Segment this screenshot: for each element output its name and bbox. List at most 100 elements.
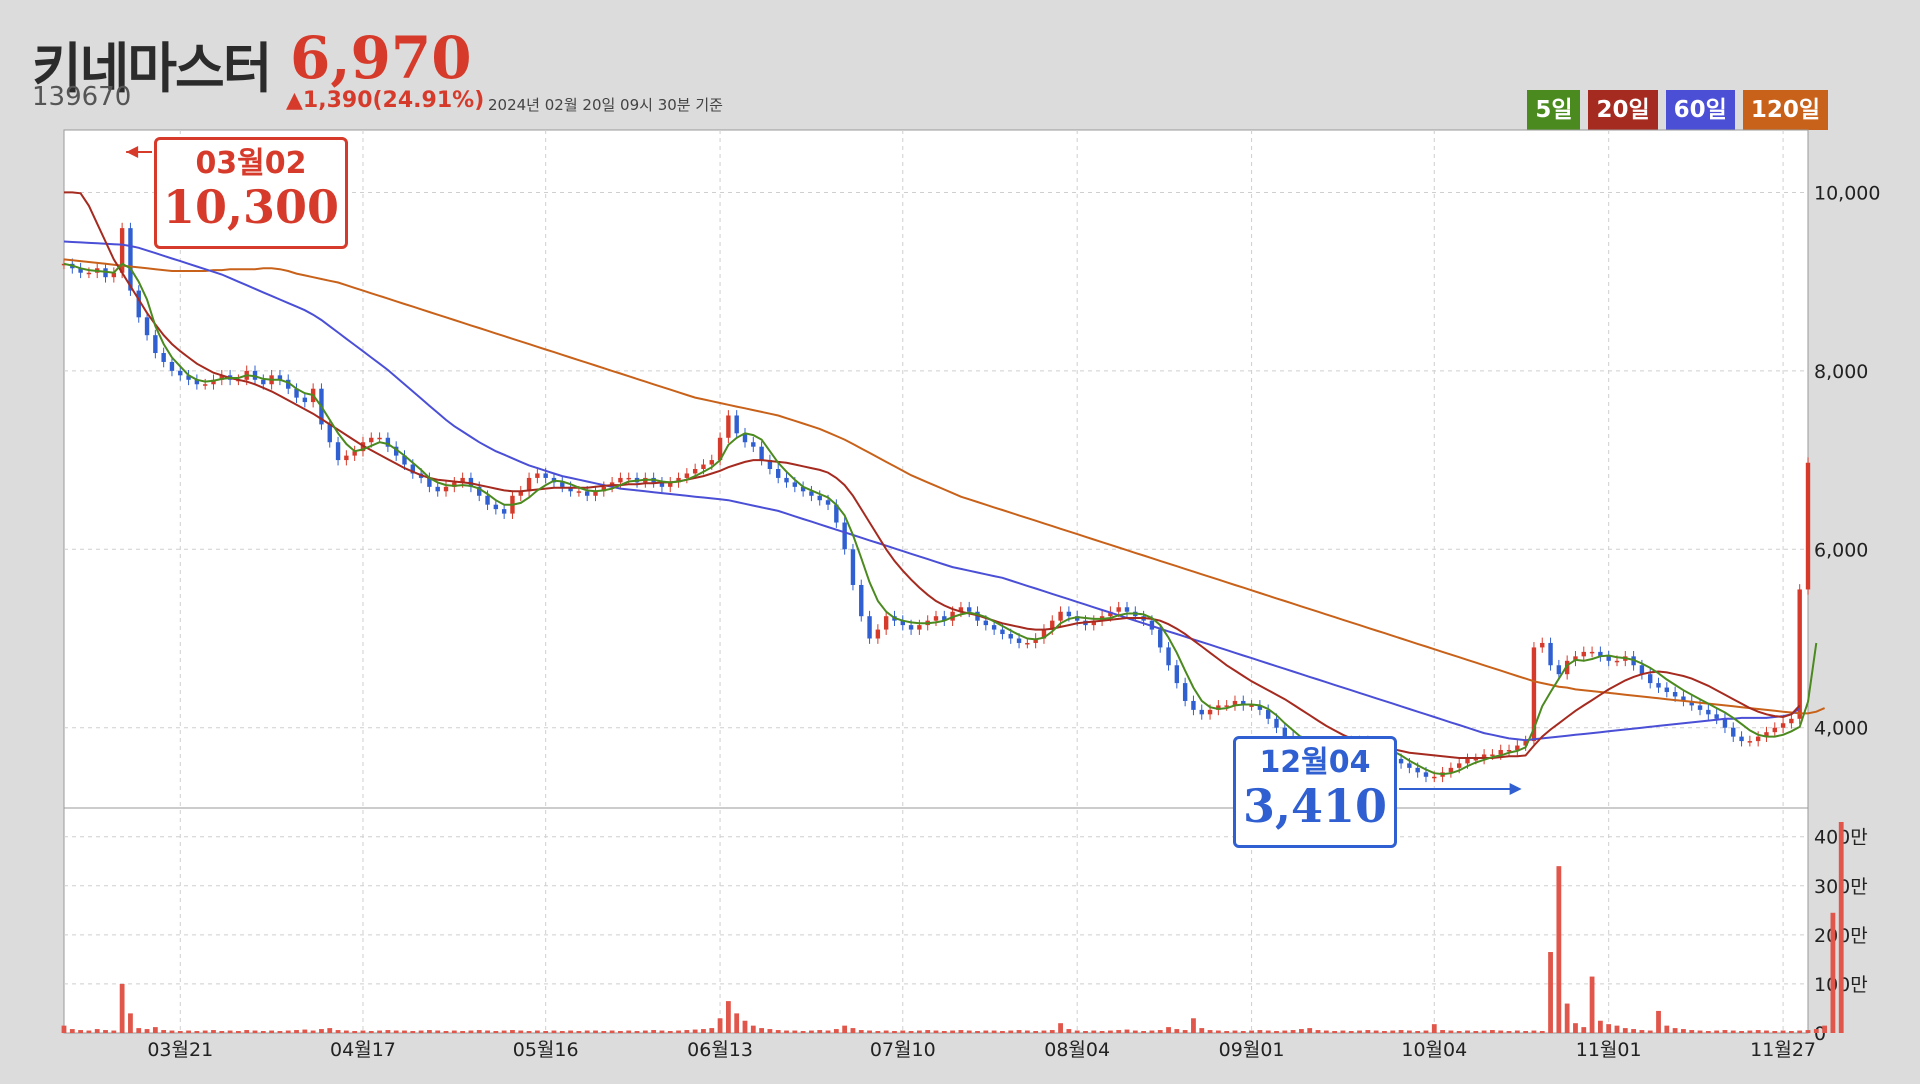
- volume-bar: [1315, 1030, 1321, 1033]
- candle-body: [1249, 705, 1254, 707]
- candle-body: [1432, 776, 1437, 779]
- volume-bar: [1049, 1030, 1055, 1033]
- price-panel: [63, 129, 1809, 809]
- volume-bar: [1481, 1030, 1487, 1033]
- volume-bar: [319, 1029, 324, 1033]
- candle-body: [1232, 700, 1238, 706]
- volume-bar: [335, 1030, 341, 1033]
- volume-bar: [1556, 866, 1562, 1033]
- candle-body: [1573, 656, 1578, 661]
- volume-bar: [443, 1031, 449, 1033]
- candle-body: [676, 477, 681, 483]
- candle-body: [161, 353, 166, 362]
- candle-body: [202, 384, 208, 386]
- candle-body: [684, 473, 690, 478]
- candle-body: [1257, 705, 1263, 710]
- volume-bar: [1274, 1031, 1279, 1033]
- candle-body: [834, 504, 839, 523]
- volume-panel: [63, 807, 1809, 1034]
- volume-bar: [1008, 1030, 1014, 1033]
- volume-bar: [294, 1030, 299, 1033]
- ma60-line: [63, 240, 1801, 742]
- legend-ma20[interactable]: 20일: [1588, 90, 1658, 130]
- candle-body: [942, 616, 947, 621]
- volume-bar: [1473, 1031, 1479, 1033]
- candle-body: [767, 460, 773, 469]
- stock-date: 2024년 02월 20일 09시 30분 기준: [488, 96, 723, 114]
- legend-ma5[interactable]: 5일: [1527, 90, 1581, 130]
- candle-body: [427, 477, 432, 487]
- candle-body: [443, 486, 449, 492]
- candle-body: [153, 335, 158, 354]
- low-price-callout: 12월04 3,410: [1233, 736, 1397, 848]
- candle-body: [543, 473, 548, 478]
- candle-body: [1490, 754, 1495, 756]
- volume-bar: [136, 1028, 142, 1033]
- volume-bar: [1365, 1030, 1371, 1033]
- volume-bar: [568, 1030, 573, 1033]
- volume-bar: [883, 1030, 889, 1033]
- candle-body: [1564, 660, 1570, 675]
- candle-body: [742, 433, 748, 443]
- volume-bar: [493, 1031, 499, 1033]
- candle-body: [726, 415, 731, 438]
- volume-bar: [1108, 1030, 1113, 1033]
- volume-bar: [236, 1031, 241, 1033]
- volume-bar: [269, 1030, 275, 1033]
- stock-change: ▲1,390(24.91%): [286, 88, 485, 113]
- candle-body: [1739, 736, 1744, 742]
- candle-body: [560, 482, 565, 487]
- candle-body: [1407, 763, 1412, 768]
- candle-body: [784, 477, 789, 483]
- volume-bar: [950, 1030, 956, 1033]
- stock-name: 키네마스터: [32, 37, 272, 100]
- volume-bar: [260, 1031, 266, 1033]
- volume-bar: [1705, 1031, 1711, 1033]
- legend-ma60[interactable]: 60일: [1665, 90, 1735, 130]
- candle-body: [734, 415, 739, 434]
- volume-bar: [1656, 1010, 1661, 1033]
- candle-body: [776, 469, 781, 478]
- volume-bar: [285, 1030, 291, 1033]
- candle-body: [1515, 745, 1520, 751]
- candle-body: [900, 620, 905, 626]
- candle-body: [1282, 727, 1287, 737]
- volume-bar: [1091, 1030, 1097, 1033]
- volume-bar: [983, 1030, 989, 1033]
- candle-body: [701, 464, 706, 469]
- candle-body: [477, 486, 482, 496]
- candle-body: [1722, 718, 1728, 728]
- candle-body: [668, 482, 673, 487]
- volume-bar: [1830, 912, 1836, 1033]
- volume-bar: [194, 1031, 200, 1033]
- volume-bar: [634, 1031, 640, 1033]
- candle-body: [1033, 638, 1038, 643]
- candle-body: [1448, 767, 1454, 773]
- volume-bar: [1606, 1024, 1612, 1033]
- candle-body: [1116, 607, 1121, 612]
- high-marker-arrow-head: [126, 146, 139, 158]
- volume-bar: [1024, 1030, 1030, 1033]
- volume-bar: [825, 1030, 831, 1033]
- volume-bar: [701, 1029, 706, 1033]
- candle-body: [792, 482, 798, 487]
- low-callout-date: 12월04: [1259, 745, 1371, 780]
- x-tick-label: 07월10: [870, 1039, 936, 1061]
- volume-bar: [1739, 1031, 1744, 1033]
- candle-body: [1747, 741, 1753, 743]
- volume-bar: [1058, 1023, 1063, 1033]
- volume-bar: [958, 1030, 964, 1033]
- legend-ma120[interactable]: 120일: [1742, 90, 1828, 130]
- price-tick-label: 6,000: [1814, 539, 1868, 561]
- candle-body: [1731, 727, 1736, 737]
- candle-body: [859, 584, 864, 617]
- x-tick-label: 09월01: [1219, 1039, 1285, 1061]
- candle-body: [1797, 589, 1802, 719]
- volume-bar: [1456, 1031, 1462, 1033]
- volume-bar: [1373, 1030, 1379, 1033]
- volume-bar: [427, 1030, 432, 1033]
- volume-bar: [69, 1029, 75, 1033]
- price-tick-label: 4,000: [1814, 718, 1868, 740]
- candle-body: [493, 504, 499, 510]
